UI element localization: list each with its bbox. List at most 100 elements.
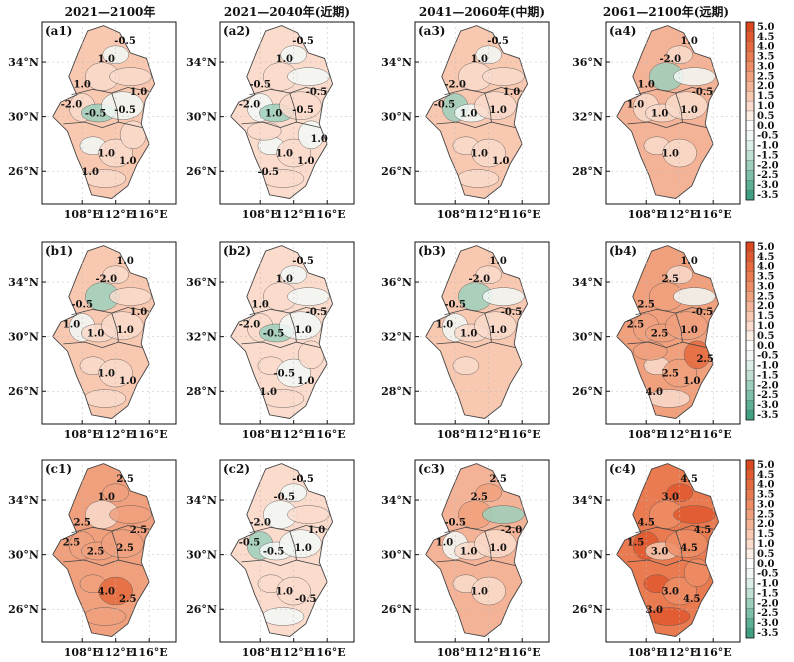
province-border — [111, 92, 119, 123]
panel-label: (b4) — [609, 244, 637, 258]
province-border — [241, 559, 321, 567]
colorbar-swatch — [745, 320, 755, 332]
province-border — [627, 121, 707, 129]
lon-tick-label: 108°E — [64, 428, 101, 441]
contour-label: 1.0 — [116, 325, 133, 336]
contour-label: 2.5 — [130, 525, 147, 536]
colorbar-swatch — [745, 360, 755, 371]
province-border — [484, 312, 492, 343]
contour-label: 1.0 — [662, 149, 679, 160]
contour-label: 1.0 — [492, 156, 509, 167]
colorbar-swatch — [745, 568, 755, 579]
contour-label: -0.5 — [114, 36, 136, 47]
lat-tick-label: 30°N — [572, 331, 603, 344]
lat-tick-label: 30°N — [186, 111, 217, 124]
contour-label: 2.5 — [116, 474, 133, 485]
contour-region — [287, 67, 330, 86]
lat-tick-label: 26°N — [572, 385, 603, 398]
lat-tick-label: 36°N — [381, 276, 412, 289]
contour-label: -0.5 — [263, 547, 285, 558]
colorbar-label: 3.0 — [757, 281, 774, 292]
panel-label: (a2) — [223, 24, 250, 38]
colorbar-swatch — [745, 61, 755, 72]
lat-tick-label: 34°N — [8, 56, 39, 69]
colorbar-swatch — [745, 578, 755, 589]
lon-tick-label: 112°E — [661, 428, 698, 441]
map-panel-c4: 4.53.04.54.51.53.0 4.53.04.53.0(c4)34°N30… — [572, 459, 741, 659]
contour-label: 1.0 — [294, 543, 311, 554]
contour-label: 1.0 — [251, 300, 268, 311]
region-outline — [230, 463, 334, 637]
contour-label: -2.0 — [61, 100, 83, 111]
panel-label: (b2) — [223, 244, 251, 258]
lat-tick-label: 28°N — [186, 385, 217, 398]
lon-tick-label: 108°E — [242, 428, 279, 441]
contour-label: -0.5 — [71, 300, 93, 311]
contour-label: 3.0 — [662, 492, 679, 503]
contour-label: -0.5 — [487, 36, 509, 47]
contour-label: -0.5 — [292, 36, 314, 47]
panel-label: (b3) — [418, 244, 446, 258]
contour-region — [246, 121, 282, 141]
colorbar-label: -0.5 — [757, 351, 779, 362]
colorbar-label: 0.0 — [757, 121, 774, 132]
lon-tick-label: 108°E — [437, 646, 474, 659]
contour-region — [83, 607, 127, 626]
colorbar-label: 1.0 — [757, 101, 774, 112]
lat-tick-label: 34°N — [381, 494, 412, 507]
contour-region — [474, 311, 517, 340]
colorbar-swatch — [745, 241, 755, 253]
panel-label: (a4) — [609, 24, 636, 38]
colorbar-1: 5.04.54.03.53.02.52.01.51.00.50.0-0.5-1.… — [745, 21, 779, 201]
colorbar-swatch — [745, 150, 755, 161]
contour-label: 1.0 — [87, 329, 104, 340]
map-panel-b4: 1.02.5-0.52.52.52.5 1.02.51.04.02.5(b4)34… — [572, 241, 741, 441]
contour-label: -0.5 — [239, 538, 261, 549]
colorbar-label: 2.5 — [757, 509, 774, 520]
lon-tick-label: 108°E — [64, 208, 101, 221]
contour-label: 4.5 — [683, 594, 700, 605]
lat-tick-label: 30°N — [186, 549, 217, 562]
lat-tick-label: 34°N — [8, 494, 39, 507]
lat-tick-label: 30°N — [381, 111, 412, 124]
map-panel-b2: -0.51.0-0.51.0-2.0-0.5 1.0-0.51.01.0(b2)3… — [186, 241, 355, 441]
panel-label: (a1) — [45, 24, 72, 38]
contour-label: 2.5 — [63, 538, 80, 549]
colorbar-label: 0.0 — [757, 341, 774, 352]
contour-region — [482, 67, 525, 86]
lon-tick-label: 112°E — [97, 428, 134, 441]
colorbar-label: -3.0 — [757, 618, 779, 629]
colorbar-frame — [745, 241, 755, 421]
lat-tick-label: 32°N — [381, 331, 412, 344]
lon-tick-label: 108°E — [242, 646, 279, 659]
contour-label: -0.5 — [306, 307, 328, 318]
contour-label: -0.5 — [692, 307, 714, 318]
lat-tick-label: 26°N — [381, 165, 412, 178]
contour-label: 4.0 — [98, 587, 115, 598]
map-panel-b3: 1.0 -2.0 -0.5 -0.5 1.0 1.0 1.0 (b3) 36°N 32°N 28°N… — [381, 241, 550, 441]
colorbar-label: -2.5 — [757, 390, 779, 401]
colorbar-label: -0.5 — [757, 569, 779, 580]
contour-region — [287, 505, 330, 524]
colorbar-swatch — [745, 41, 755, 52]
colorbar-label: -0.5 — [757, 131, 779, 142]
contour-label: 1.0 — [503, 87, 520, 98]
contour-region — [673, 67, 716, 86]
lon-tick-label: 116°E — [504, 646, 541, 659]
province-border — [436, 121, 516, 129]
lat-tick-label: 30°N — [8, 549, 39, 562]
colorbar-label: 2.0 — [757, 519, 774, 530]
contour-label: 1.0 — [680, 105, 697, 116]
map-panel-a4: 1.0 -2.0 -0.5 1.0 1.0 1.0 1.0 1.0 (a4) 36°N 32°N 28… — [572, 21, 741, 221]
contour-label: -2.0 — [501, 525, 523, 536]
lat-tick-label: 26°N — [572, 603, 603, 616]
contour-label: 1.0 — [73, 80, 90, 91]
contour-label: -0.5 — [434, 100, 456, 111]
contour-label: 2.5 — [662, 369, 679, 380]
lon-tick-label: 116°E — [309, 646, 346, 659]
lon-tick-label: 108°E — [628, 646, 665, 659]
colorbar-swatch — [745, 509, 755, 520]
colorbar-swatch — [745, 180, 755, 191]
region-outline — [230, 25, 334, 199]
lon-tick-label: 116°E — [695, 208, 732, 221]
